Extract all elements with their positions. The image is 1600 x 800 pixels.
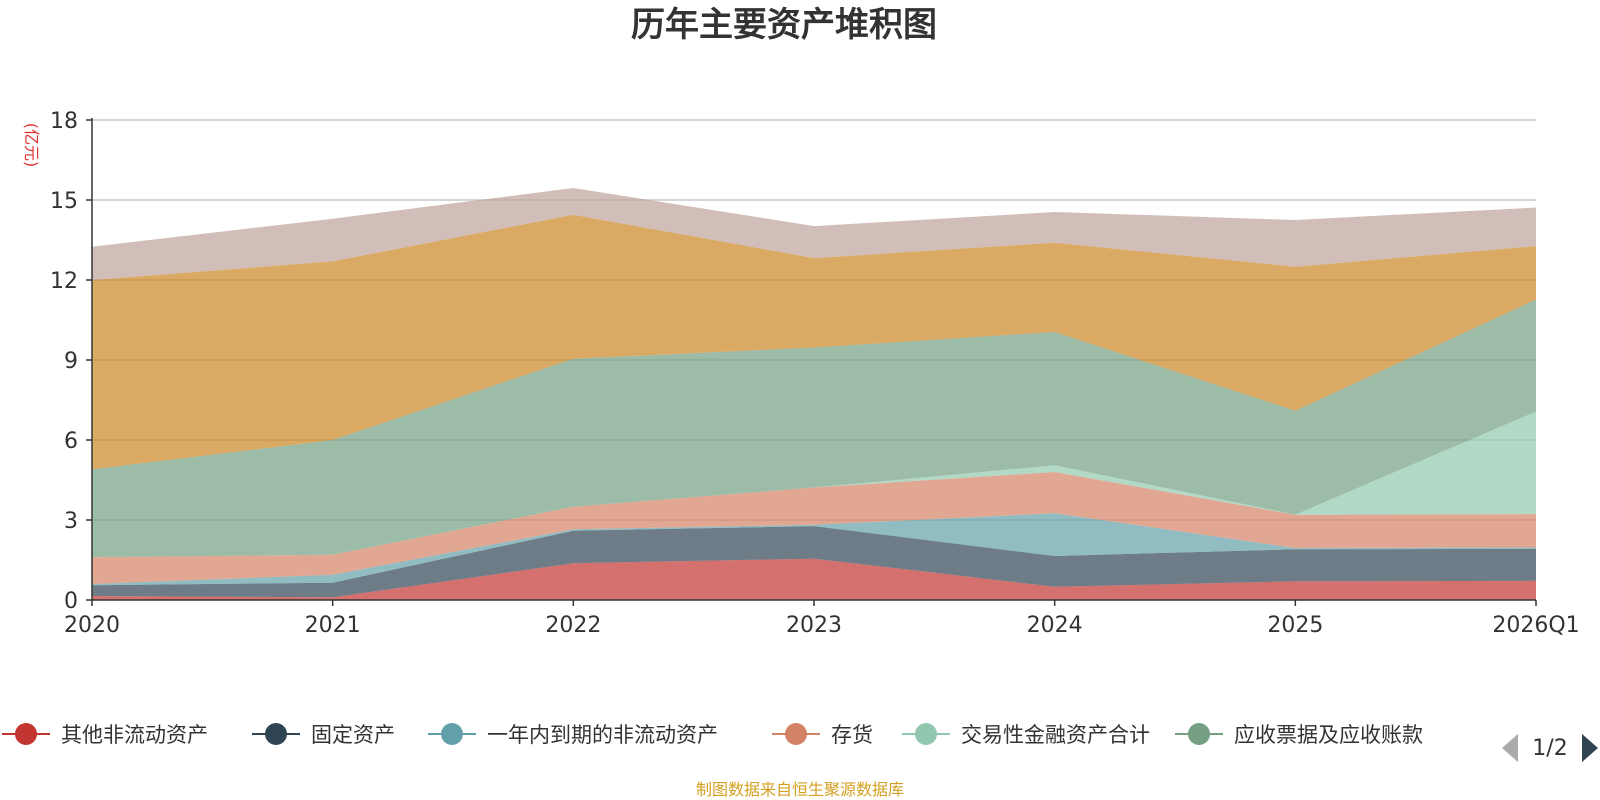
x-tick-label: 2020: [64, 613, 120, 638]
area-series: [92, 188, 1536, 600]
legend-next-page-icon[interactable]: [1582, 734, 1598, 762]
legend-prev-page-icon[interactable]: [1502, 734, 1518, 762]
area-series: [92, 472, 1536, 584]
x-tick-label: 2025: [1267, 613, 1323, 638]
legend-dot-icon: [785, 723, 807, 745]
legend-item[interactable]: 固定资产: [252, 723, 395, 747]
x-tick-label: 2022: [545, 613, 601, 638]
y-tick-label: 3: [64, 509, 78, 534]
legend-label: 交易性金融资产合计: [961, 723, 1150, 747]
x-tick-label: 2023: [786, 613, 842, 638]
area-series: [92, 214, 1536, 470]
data-source-note: 制图数据来自恒生聚源数据库: [696, 780, 904, 799]
y-tick-label: 9: [64, 349, 78, 374]
y-tick-label: 15: [50, 189, 78, 214]
x-tick-label: 2026Q1: [1492, 613, 1579, 638]
legend-dot-icon: [915, 723, 937, 745]
area-series: [92, 558, 1536, 600]
x-tick-label: 2024: [1027, 613, 1083, 638]
legend-item[interactable]: 其他非流动资产: [2, 723, 208, 747]
y-axis-unit-label: (亿元): [22, 123, 41, 168]
axes: 0 3 6 9 12 15 18 2020 2021 2022 2023 2024 2025 2026Q1: [50, 109, 1580, 638]
area-series: [92, 299, 1536, 558]
area-series: [92, 188, 1536, 280]
legend-item[interactable]: 应收票据及应收账款: [1175, 723, 1423, 747]
legend-dot-icon: [15, 723, 37, 745]
legend-dot-icon: [1188, 723, 1210, 745]
legend-label: 一年内到期的非流动资产: [487, 723, 718, 747]
legend-dot-icon: [265, 723, 287, 745]
y-tick-label: 18: [50, 109, 78, 134]
legend-label: 其他非流动资产: [61, 723, 208, 747]
legend-item[interactable]: 存货: [772, 723, 873, 747]
legend-label: 应收票据及应收账款: [1234, 723, 1423, 747]
y-tick-label: 0: [64, 589, 78, 614]
legend-page-indicator: 1/2: [1532, 736, 1567, 761]
y-tick-label: 12: [50, 269, 78, 294]
area-series: [92, 526, 1536, 598]
area-series: [92, 513, 1536, 586]
legend-label: 固定资产: [311, 723, 395, 747]
chart-title: 历年主要资产堆积图: [631, 5, 937, 45]
legend-dot-icon: [441, 723, 463, 745]
x-tick-label: 2021: [305, 613, 361, 638]
legend-item[interactable]: 一年内到期的非流动资产: [428, 723, 718, 747]
legend: 其他非流动资产 固定资产 一年内到期的非流动资产 存货 交易性金融资产合计 应收票据及应收…: [2, 723, 1423, 747]
y-tick-label: 6: [64, 429, 78, 454]
legend-pager: 1/2: [1502, 734, 1598, 762]
legend-item[interactable]: 交易性金融资产合计: [902, 723, 1150, 747]
legend-label: 存货: [831, 723, 873, 747]
